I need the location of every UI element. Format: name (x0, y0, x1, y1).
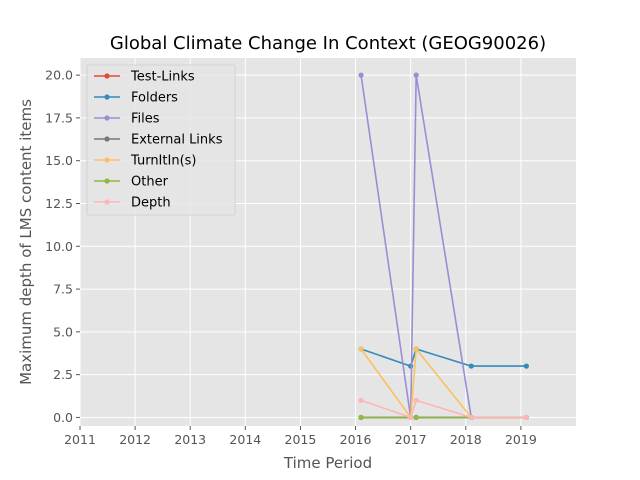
legend-box (86, 64, 236, 216)
legend-marker-test-links (104, 73, 110, 79)
x-axis-label: Time Period (283, 454, 372, 472)
chart-title: Global Climate Change In Context (GEOG90… (110, 33, 546, 54)
data-point-files (413, 72, 419, 78)
legend-label-turnitin-s: TurnItIn(s) (130, 154, 196, 169)
legend-marker-other (104, 178, 110, 184)
series-depth (358, 397, 530, 421)
y-tick-label: 12.5 (45, 196, 73, 211)
legend-marker-external-links (104, 136, 110, 142)
y-tick-label: 10.0 (45, 239, 73, 254)
data-point-turnitin-s (413, 346, 419, 352)
x-tick-label: 2019 (505, 432, 537, 447)
legend-marker-folders (104, 94, 110, 100)
y-tick-label: 2.5 (53, 367, 73, 382)
data-point-other (413, 414, 419, 421)
y-tick-label: 0.0 (53, 410, 73, 425)
data-point-depth (358, 397, 364, 403)
data-point-folders (523, 363, 530, 369)
x-tick-label: 2011 (64, 432, 96, 447)
series-layer (358, 72, 530, 421)
data-point-depth (408, 414, 414, 421)
legend-label-test-links: Test-Links (130, 70, 195, 85)
y-axis-ticks: 0.0 2.5 5.0 7.5 10.0 12.5 15.0 17.5 20.0 (45, 68, 80, 425)
x-tick-label: 2017 (395, 432, 427, 447)
y-tick-label: 5.0 (53, 324, 73, 339)
y-tick-label: 7.5 (53, 282, 73, 297)
legend-label-external-links: External Links (131, 133, 223, 148)
data-point-files (358, 72, 364, 78)
legend: Test-Links Folders Files External Links Turn… (86, 64, 236, 216)
data-point-depth (468, 414, 474, 421)
x-tick-label: 2016 (340, 432, 372, 447)
y-axis-label: Maximum depth of LMS content items (17, 99, 35, 385)
x-tick-label: 2018 (450, 432, 482, 447)
y-tick-label: 17.5 (45, 110, 73, 125)
x-tick-label: 2014 (229, 432, 261, 447)
legend-label-folders: Folders (131, 91, 178, 106)
y-tick-label: 15.0 (45, 153, 73, 168)
x-tick-label: 2013 (174, 432, 206, 447)
data-point-depth (523, 414, 530, 421)
data-point-depth (413, 397, 419, 403)
legend-label-files: Files (131, 112, 160, 127)
y-tick-label: 20.0 (45, 68, 73, 83)
data-point-folders (468, 363, 474, 369)
data-point-turnitin-s (358, 346, 364, 352)
x-tick-label: 2012 (119, 432, 151, 447)
legend-marker-depth (104, 199, 110, 205)
legend-label-depth: Depth (131, 196, 171, 211)
data-point-other (358, 414, 364, 421)
legend-marker-turnitin-s (104, 157, 110, 163)
x-axis-ticks: 2011 2012 2013 2014 2015 2016 2017 2018 2019 (64, 426, 537, 447)
legend-marker-files (104, 115, 110, 121)
x-tick-label: 2015 (285, 432, 317, 447)
data-point-folders (408, 363, 414, 369)
legend-label-other: Other (131, 175, 169, 190)
